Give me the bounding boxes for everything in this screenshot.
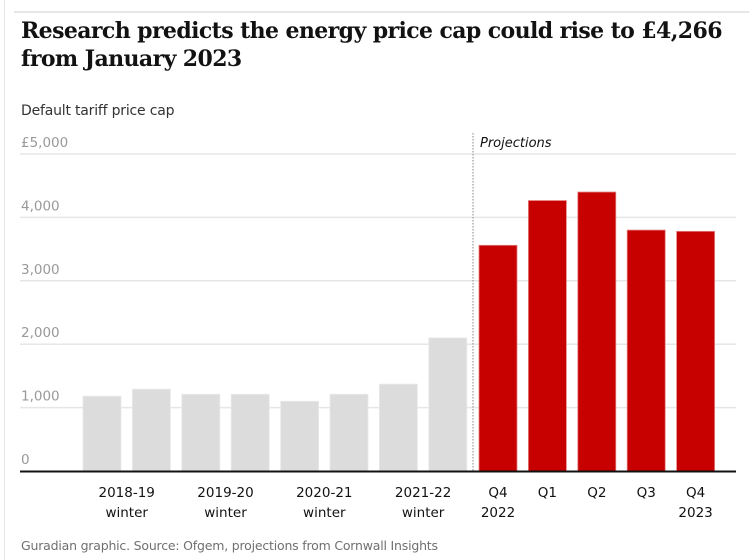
x-tick-label: Q3 xyxy=(637,485,656,501)
y-tick-label: 1,000 xyxy=(21,389,60,405)
x-tick-label: 2021-22 winter xyxy=(395,485,451,521)
x-tick-line: 2023 xyxy=(678,505,712,521)
x-tick-line: Q4 xyxy=(686,485,705,501)
x-axis-labels: 2018-19winter2019-20winter2020-21winter2… xyxy=(98,485,712,521)
x-tick-label: Q4 2023 xyxy=(678,485,712,521)
x-tick-line: winter xyxy=(105,505,148,521)
source-note: Guradian graphic. Source: Ofgem, project… xyxy=(21,538,438,553)
x-tick-line: Q4 xyxy=(488,485,507,501)
x-tick-line: 2021-22 xyxy=(395,485,451,501)
x-tick-label: Q2 xyxy=(587,485,606,501)
y-tick-label: 0 xyxy=(21,452,30,468)
y-tick-label: 3,000 xyxy=(21,262,60,278)
bar-projection xyxy=(676,230,715,472)
x-tick-line: 2019-20 xyxy=(197,485,253,501)
bar-historical xyxy=(378,383,418,472)
bar-historical xyxy=(131,388,171,472)
x-tick-line: winter xyxy=(402,505,445,521)
x-tick-line: Q2 xyxy=(587,485,606,501)
x-tick-line: Q3 xyxy=(637,485,656,501)
y-axis-ticks: 0 1,000 2,000 3,000 4,000 £5,000 xyxy=(21,135,68,468)
x-tick-label: 2018-19 winter xyxy=(98,485,154,521)
chart-title: Research predicts the energy price cap c… xyxy=(21,18,723,72)
x-tick-line: 2020-21 xyxy=(296,485,352,501)
bar-projection xyxy=(528,200,567,472)
bar-historical xyxy=(82,395,122,472)
bar-historical xyxy=(428,337,468,472)
x-tick-line: 2022 xyxy=(481,505,515,521)
x-tick-line: Q1 xyxy=(538,485,557,501)
bar-historical xyxy=(230,393,270,472)
y-tick-label: 4,000 xyxy=(21,198,60,214)
x-tick-label: 2020-21 winter xyxy=(296,485,352,521)
top-border xyxy=(14,11,749,13)
bar-historical xyxy=(181,393,221,472)
bar-projection xyxy=(626,229,666,472)
x-tick-label: Q4 2022 xyxy=(481,485,515,521)
x-tick-label: 2019-20 winter xyxy=(197,485,253,521)
x-tick-line: 2018-19 xyxy=(98,485,154,501)
x-tick-line: winter xyxy=(303,505,346,521)
chart-subtitle: Default tariff price cap xyxy=(21,103,175,119)
x-tick-label: Q1 xyxy=(538,485,557,501)
bar-historical xyxy=(329,393,369,472)
projections-annotation: Projections xyxy=(480,136,552,151)
y-tick-label: 2,000 xyxy=(21,325,60,341)
y-tick-label: £5,000 xyxy=(21,135,68,151)
bars xyxy=(82,191,715,472)
bar-historical xyxy=(280,400,320,472)
left-border xyxy=(4,0,5,560)
bar-projection xyxy=(577,191,617,472)
x-tick-line: winter xyxy=(204,505,247,521)
bar-projection xyxy=(478,244,518,472)
